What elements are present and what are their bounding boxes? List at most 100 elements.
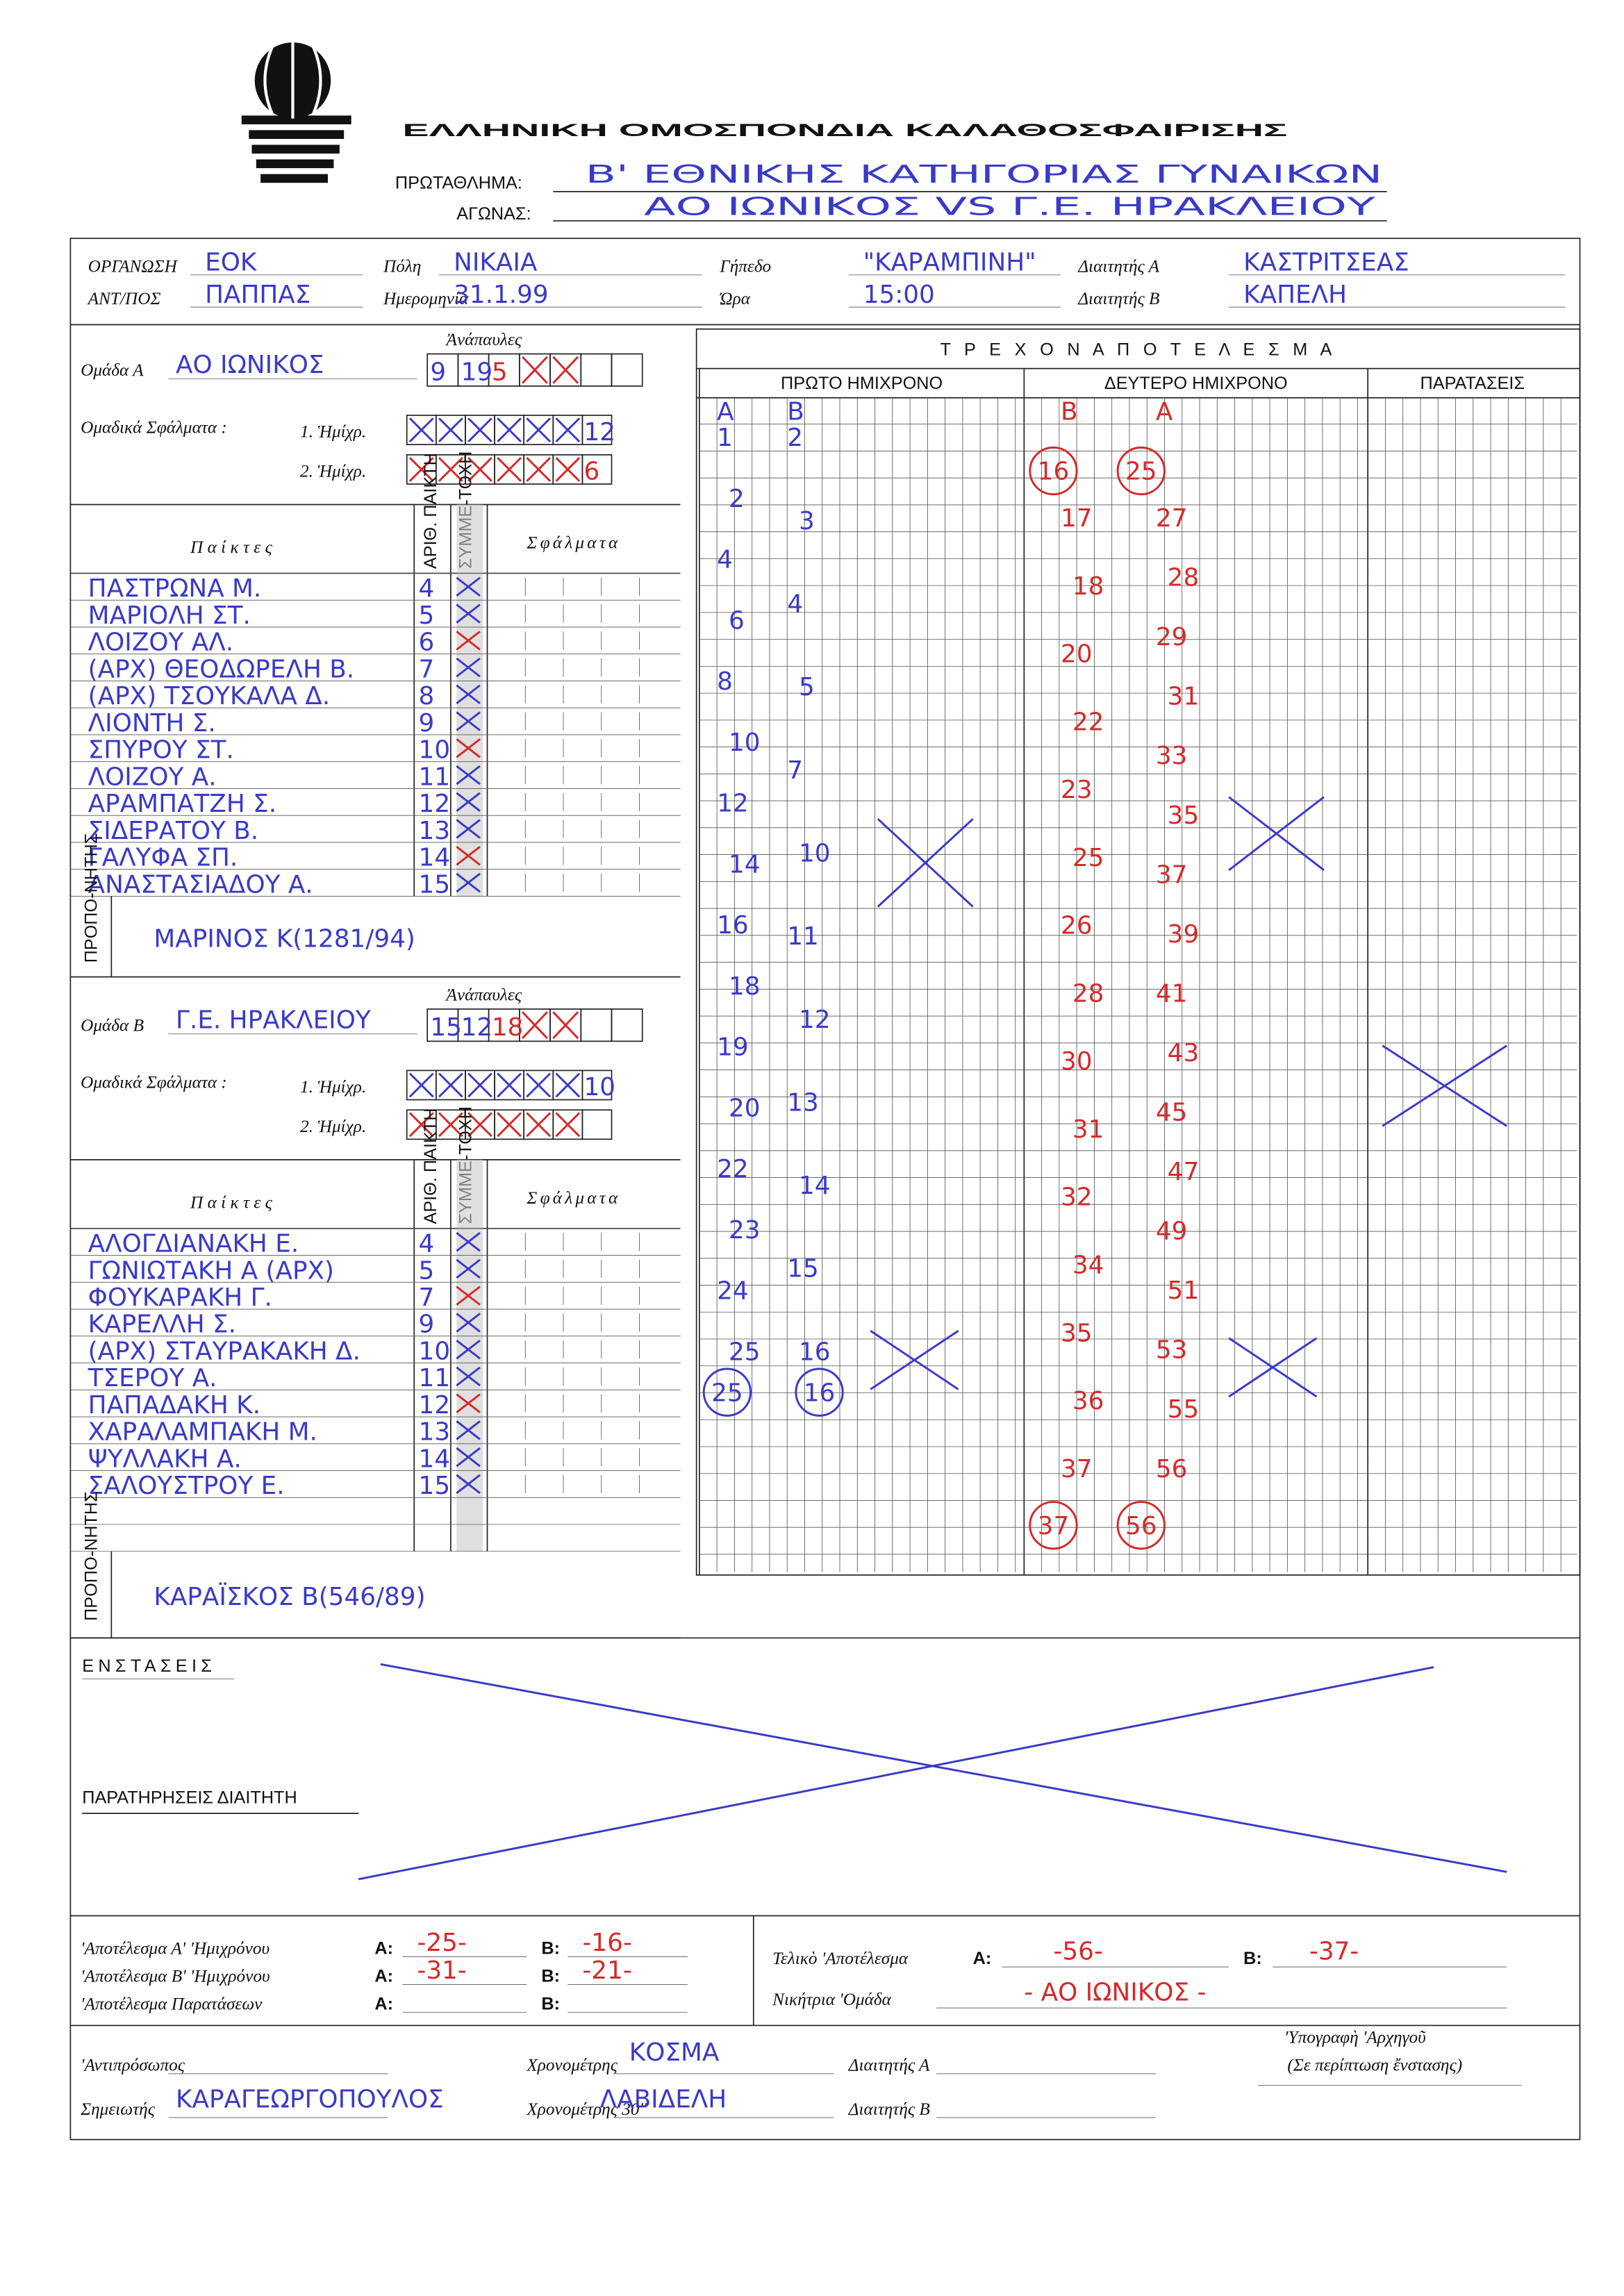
score-entry: 25 (1072, 844, 1104, 872)
score-entry: 13 (787, 1088, 819, 1117)
score-total: 16 (1038, 458, 1070, 486)
team-letter: B: (541, 1966, 560, 1986)
cross (456, 872, 481, 893)
player-name: ΓΩΝΙΩΤΑΚΗ Α (ΑΡΧ) (88, 1256, 334, 1285)
cross (408, 417, 434, 442)
player-number: 11 (419, 1364, 451, 1392)
info-value: ΠΑΠΠΑΣ (205, 281, 310, 309)
player-number: 6 (419, 629, 435, 657)
cross (438, 1072, 463, 1098)
strike (1228, 796, 1325, 872)
score-entry: 55 (1168, 1395, 1200, 1424)
period-label: ΔΕΥΤΕΡΟ ΗΜΙΧΡΟΝΟ (1104, 374, 1288, 393)
score-total: 25 (1125, 458, 1157, 486)
team-letter: A: (374, 1994, 393, 2013)
official-name: ΚΑΡΑΓΕΩΡΓΟΠΟΥΛΟΣ (176, 2085, 444, 2113)
cross (438, 457, 463, 482)
player-name: ΑΛΟΓΔΙΑΝΑΚΗ Ε. (88, 1230, 299, 1258)
cross (456, 792, 481, 813)
result-label: 'Αποτέλεσμα Παρατάσεων (81, 1994, 263, 2013)
timeouts-label: Ἀνάπαυλες (445, 985, 522, 1004)
score-entry: 10 (799, 839, 831, 867)
score-total: 16 (804, 1379, 836, 1407)
cross (456, 604, 481, 624)
info-label: Ημερομηνία (383, 289, 469, 308)
captain-note: (Σε περίπτωση ἔνστασης) (1287, 2056, 1462, 2075)
cross (456, 657, 481, 678)
cross (552, 1011, 579, 1040)
strike (1382, 1045, 1508, 1127)
score-entry: 23 (729, 1216, 761, 1245)
cross (555, 1112, 581, 1138)
score-entry: 35 (1168, 801, 1200, 830)
official-label: Διαιτητής Α (848, 2056, 930, 2075)
score-entry: 22 (717, 1155, 749, 1183)
cross (526, 417, 552, 442)
score-entry: 2 (787, 424, 803, 452)
score-entry: 23 (1061, 776, 1093, 804)
timeout: 15 (430, 1013, 462, 1042)
result-value: -31- (417, 1956, 466, 1985)
score-entry: 4 (787, 590, 803, 619)
winner: - ΑΟ ΙΩΝΙΚΟΣ - (1024, 1979, 1206, 2007)
player-name: ΧΑΡΑΛΑΜΠΑΚΗ Μ. (88, 1418, 317, 1447)
team-label: Ομάδα Α (81, 360, 144, 380)
cross (467, 1072, 492, 1098)
info-value: 15:00 (863, 281, 935, 309)
timeouts-label: Ἀνάπαυλες (445, 330, 522, 349)
box (611, 353, 643, 387)
cross (526, 457, 552, 482)
col-players: Παίκτες (190, 1192, 276, 1212)
score-circle (1029, 1501, 1078, 1550)
player-name: ΣΠΥΡΟΥ ΣΤ. (88, 736, 234, 765)
half-label: 1. Ἡμίχρ. (300, 422, 366, 442)
result-label: 'Αποτέλεσμα Β' 'Ημιχρόνου (81, 1966, 270, 1986)
cross (467, 457, 492, 482)
player-number: 11 (419, 763, 451, 791)
score-entry: 28 (1168, 564, 1200, 592)
col-players: Παίκτες (190, 538, 276, 557)
box (611, 1008, 643, 1042)
cross (555, 1072, 581, 1098)
strike (1228, 1337, 1318, 1398)
label: ΠΡΩΤΑΘΛΗΜΑ: (395, 174, 522, 193)
score-entry: 2 (729, 485, 745, 513)
box (581, 1070, 613, 1101)
strike (877, 818, 974, 908)
player-name: ΛΙΟΝΤΗ Σ. (88, 709, 216, 738)
cross (555, 417, 581, 442)
team-foul-count: 12 (584, 418, 616, 447)
half-label: 2. Ἡμίχρ. (300, 1117, 366, 1136)
info-label: ΟΡΓΑΝΩΣΗ (88, 257, 179, 276)
score-entry: 20 (729, 1094, 761, 1122)
cross (456, 1420, 481, 1440)
score-entry: 29 (1156, 623, 1188, 651)
cross (456, 631, 481, 651)
score-entry: 7 (787, 756, 803, 785)
final-value: -37- (1309, 1938, 1359, 1966)
info-label: ΑΝΤ/ΠΟΣ (87, 289, 161, 308)
logo-net (241, 115, 351, 183)
cross (526, 1072, 552, 1098)
col-fouls: Σφάλματα (526, 1188, 620, 1208)
score-entry: 24 (717, 1277, 749, 1306)
cross (456, 576, 481, 597)
official-name: ΛΑΒΙΔΕΛΗ (600, 2085, 727, 2113)
cross (456, 1366, 481, 1387)
cross (497, 1072, 522, 1098)
score-entry: 30 (1061, 1047, 1093, 1076)
score-entry: 35 (1061, 1319, 1093, 1347)
timeout: 5 (492, 358, 508, 386)
info-label: Διαιτητής Β (1077, 289, 1159, 308)
team-letter: A: (374, 1938, 393, 1958)
timeout: 12 (461, 1013, 493, 1042)
cross (456, 684, 481, 705)
coach-label: ΠΡΟΠΟ-ΝΗΤΗΣ (81, 833, 101, 963)
score-entry: 20 (1061, 640, 1093, 669)
cross (497, 417, 522, 442)
info-label: Διαιτητής Α (1077, 257, 1159, 276)
official-label: 'Αντιπρόσωπος (81, 2056, 185, 2075)
cross (467, 1112, 492, 1138)
score-entry: 5 (799, 673, 815, 701)
result-value: -16- (582, 1929, 631, 1957)
